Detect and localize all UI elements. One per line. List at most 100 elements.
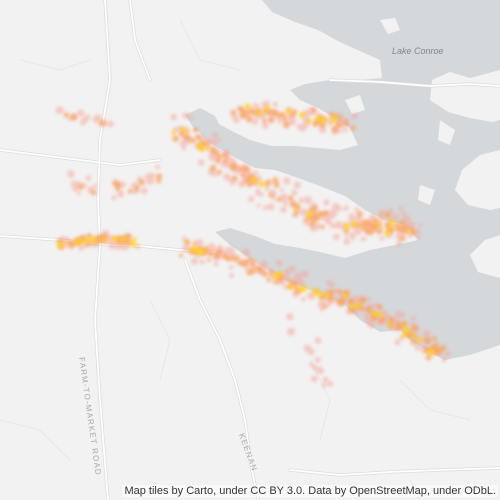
heat-point [209,245,217,253]
heat-point [228,273,235,279]
heat-point [125,233,132,240]
heat-point [190,258,198,265]
heat-point [198,247,205,254]
heat-point [307,348,315,356]
heat-point [241,262,246,267]
heat-point [238,260,243,265]
heat-point [85,175,92,181]
heat-point [411,333,416,338]
heat-point [304,114,310,119]
heat-point [276,271,283,277]
heat-point [107,120,114,128]
heat-point [254,103,261,110]
heat-point [298,197,304,203]
lake-conroe-label: Lake Conroe [392,46,444,56]
heat-point [303,196,312,205]
heat-point [245,115,253,123]
heat-point [411,315,417,321]
heat-point [367,320,376,329]
heat-point [262,271,268,278]
heat-point [263,181,270,187]
heat-point [306,119,312,124]
heat-point [324,292,330,298]
heat-point [293,181,301,189]
heat-point [311,205,318,212]
heat-point [304,217,309,222]
heat-point [255,115,260,120]
heat-point [370,311,376,316]
heat-point [55,106,64,114]
heat-point [366,296,372,302]
heat-point [208,251,214,256]
heat-point [364,317,371,324]
heat-point [410,339,416,345]
heat-point [251,262,256,267]
heat-point [282,114,287,120]
heat-point [79,118,87,126]
heat-point [182,244,190,252]
heat-point [419,337,423,342]
heat-point [87,241,93,246]
map-attribution: Map tiles by Carto, under CC BY 3.0. Dat… [122,485,498,497]
heat-point [213,151,218,156]
heat-point [171,130,176,136]
heat-point [178,253,183,258]
heat-point [342,293,348,299]
heat-point [328,211,336,219]
heat-point [245,269,251,275]
heat-point [102,233,108,239]
heat-point [117,190,125,198]
heat-point [140,187,148,195]
heat-point [297,287,304,293]
heat-point [333,233,340,240]
heat-point [331,126,338,133]
heat-point [377,304,383,310]
heat-point [254,190,261,196]
heat-point [384,211,391,219]
heat-point [286,313,294,321]
heat-point [85,114,91,120]
heat-point [310,107,316,113]
heat-point [206,146,211,150]
heat-point [327,380,334,387]
heat-point [279,187,284,192]
heat-point [172,136,178,142]
heat-point [98,119,106,127]
heat-point [378,312,384,318]
heat-point [384,230,390,236]
heat-point [306,211,313,218]
heat-point [271,109,278,116]
heat-point [342,128,348,133]
heat-point [112,180,118,186]
heat-point [366,309,371,314]
heat-point [354,227,362,235]
heat-point [296,123,303,130]
heat-point [155,173,163,181]
heat-point [239,112,246,119]
heat-point [425,354,432,361]
heat-point [139,179,145,186]
heat-point [57,242,63,248]
heat-point [222,151,229,158]
heat-point [251,177,257,184]
heat-point [229,163,237,171]
heat-point [327,296,334,302]
heat-point [400,235,406,241]
heat-point [264,100,270,105]
heat-point [287,278,292,283]
heat-point [308,220,316,227]
heat-point [232,257,237,262]
heat-point [351,113,358,120]
heat-point [230,109,236,115]
heat-point [280,206,287,213]
heat-point [388,208,394,214]
heat-point [416,229,421,234]
heat-point [348,306,356,314]
heat-point [309,362,314,367]
heat-point [312,121,319,128]
heat-point [349,303,355,309]
heat-point [190,247,196,253]
heat-point [343,238,351,245]
heat-point [70,114,77,121]
